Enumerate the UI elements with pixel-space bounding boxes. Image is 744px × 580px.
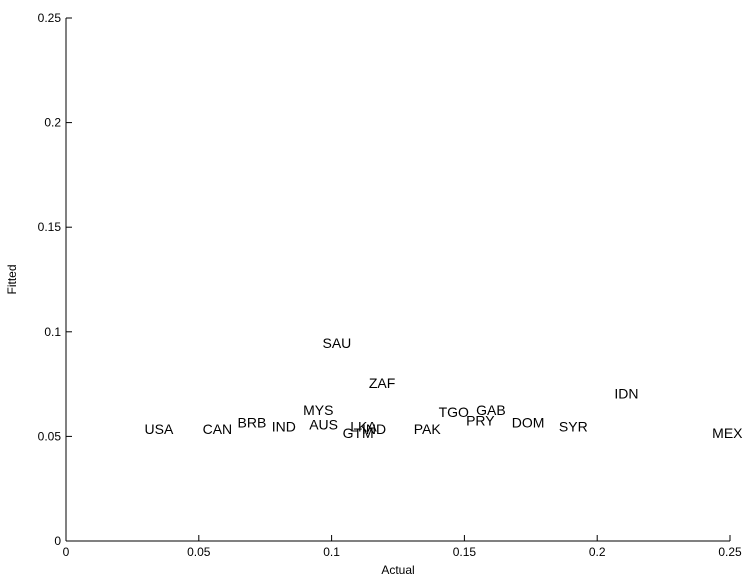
data-point-label: PAK [414, 421, 442, 437]
data-point-label: MYS [303, 402, 333, 418]
y-tick-label: 0.1 [44, 325, 61, 339]
data-point-label: MEX [712, 425, 743, 441]
data-point-label: GTM [343, 425, 374, 441]
y-tick-label: 0.25 [38, 11, 62, 25]
y-tick-label: 0.05 [38, 429, 62, 443]
data-point-label: SAU [323, 335, 352, 351]
data-point-label: GAB [476, 402, 506, 418]
data-point-label: LKA [350, 419, 377, 435]
data-point-label: AUS [309, 417, 338, 433]
x-tick-label: 0 [63, 545, 70, 559]
data-point-label: PRY [466, 412, 495, 428]
data-point-label: ZAF [369, 375, 395, 391]
x-axis-label: Actual [381, 563, 414, 577]
x-tick-label: 0.25 [718, 545, 742, 559]
x-tick-label: 0.1 [323, 545, 340, 559]
x-tick-label: 0.2 [589, 545, 606, 559]
data-point-label: SYR [559, 419, 588, 435]
y-tick-label: 0 [54, 534, 61, 548]
y-axis-label: Fitted [5, 264, 19, 294]
y-tick-label: 0.15 [38, 220, 62, 234]
data-point-label: IND [362, 421, 386, 437]
data-point-label: IDN [614, 385, 638, 401]
x-tick-label: 0.05 [187, 545, 211, 559]
x-tick-label: 0.15 [453, 545, 477, 559]
data-point-label: TGO [439, 404, 469, 420]
data-point-label: CAN [203, 421, 233, 437]
data-point-label: BRB [238, 415, 267, 431]
data-point-label: DOM [512, 415, 545, 431]
axes [65, 18, 730, 542]
y-tick-label: 0.2 [44, 116, 61, 130]
ticks: 0 0.05 0.1 0.15 0.2 0.25 0 0.05 0.1 0.15 0.2 0.25 [38, 11, 742, 559]
data-point-label: IND [272, 419, 296, 435]
data-point-label: USA [145, 421, 174, 437]
